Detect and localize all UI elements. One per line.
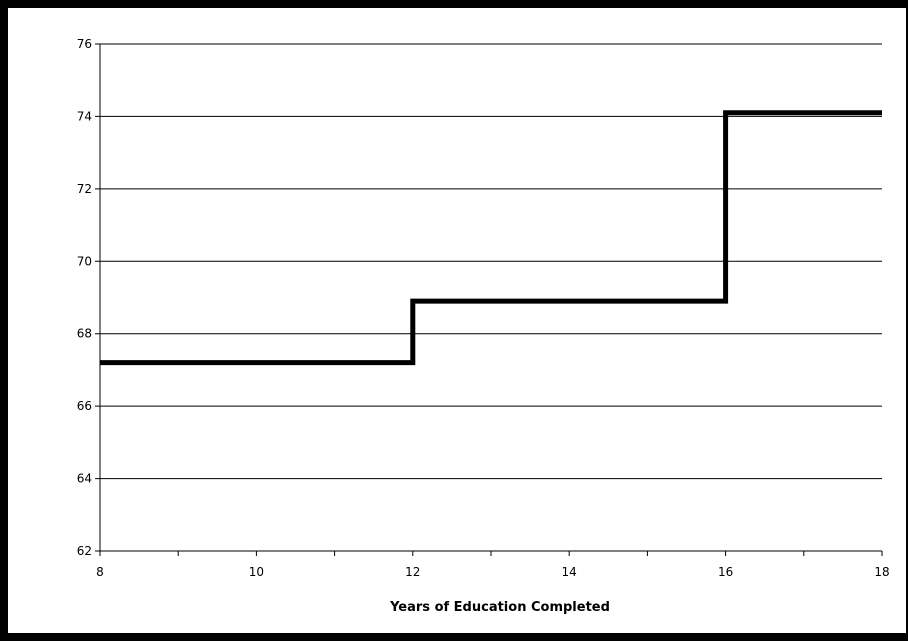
y-tick-label: 72 <box>77 182 92 196</box>
x-tick-label: 12 <box>405 565 420 579</box>
y-tick-label: 76 <box>77 37 92 51</box>
y-tick-label: 74 <box>77 109 92 123</box>
x-axis-title: Years of Education Completed <box>389 600 610 615</box>
y-tick-label: 68 <box>77 327 92 341</box>
gridlines <box>95 43 882 552</box>
x-tick-label: 14 <box>562 565 577 579</box>
series-layer <box>100 110 882 366</box>
x-tick-label: 10 <box>249 565 264 579</box>
y-tick-label: 70 <box>77 254 92 268</box>
y-tick-label: 64 <box>77 472 92 486</box>
x-tick-label: 18 <box>874 565 889 579</box>
y-tick-label: 66 <box>77 399 92 413</box>
x-tick-label: 16 <box>718 565 733 579</box>
axes: 62 64 66 68 70 72 74 76 8 10 12 14 16 18 <box>77 37 890 579</box>
x-tick-label: 8 <box>96 565 104 579</box>
series-step-line <box>100 110 882 366</box>
y-tick-label: 62 <box>77 544 92 558</box>
